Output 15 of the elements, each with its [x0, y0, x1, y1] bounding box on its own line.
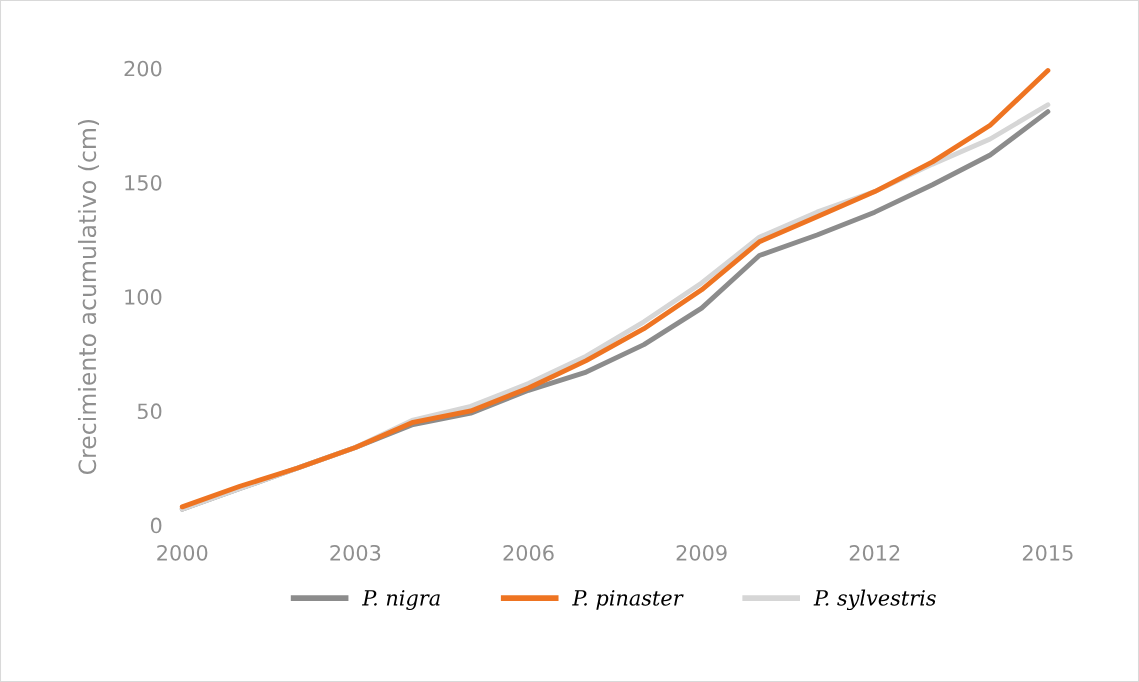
y-tick-label: 200 — [124, 60, 162, 77]
x-tick-label: 2006 — [503, 544, 554, 561]
x-tick-label: 2009 — [676, 544, 727, 561]
legend-label: P. pinaster — [572, 590, 684, 610]
x-tick-label: 2003 — [330, 544, 381, 561]
legend-label: P. sylvestris — [813, 589, 936, 611]
y-tick-label: 150 — [125, 174, 162, 191]
y-tick-label: 0 — [150, 517, 162, 534]
y-axis-title: Crecimiento acumulativo (cm) — [77, 119, 100, 475]
x-tick-label: 2015 — [1022, 544, 1073, 561]
y-tick-label: 100 — [125, 289, 162, 305]
x-tick-label: 2000 — [157, 544, 208, 561]
x-tick-label: 2012 — [849, 544, 900, 561]
y-tick-label: 50 — [137, 403, 162, 420]
legend-label: P. nigra — [362, 590, 440, 611]
